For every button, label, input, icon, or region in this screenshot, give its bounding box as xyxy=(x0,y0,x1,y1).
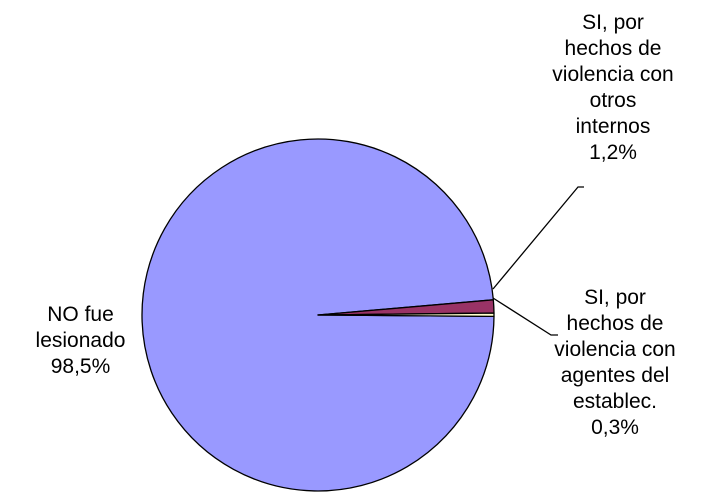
slice-label-no-lesionado: NO fue lesionado 98,5% xyxy=(18,302,143,380)
label-line: SI, por xyxy=(584,286,646,309)
label-line: internos xyxy=(575,115,651,138)
value-label: 98,5% xyxy=(50,355,111,378)
label-line: SI, por xyxy=(582,11,644,34)
value-label: 0,3% xyxy=(591,416,639,439)
label-line: otros xyxy=(589,89,637,112)
label-line: agentes del xyxy=(560,364,670,387)
slice-label-agentes: SI, por hechos de violencia con agentes … xyxy=(530,285,700,441)
slice-label-otros-internos: SI, por hechos de violencia con otros in… xyxy=(528,10,698,166)
label-line: violencia con xyxy=(554,338,676,361)
label-line: hechos de xyxy=(566,312,664,335)
pie-slice-2 xyxy=(317,312,495,318)
label-line: violencia con xyxy=(552,63,674,86)
label-line: hechos de xyxy=(564,37,662,60)
label-line: establec. xyxy=(572,390,658,413)
value-label: 1,2% xyxy=(589,141,637,164)
leader-line-otros-internos xyxy=(492,186,584,290)
label-line: NO fue xyxy=(47,303,114,326)
leader-line-agentes xyxy=(492,297,558,336)
label-line: lesionado xyxy=(35,329,126,352)
